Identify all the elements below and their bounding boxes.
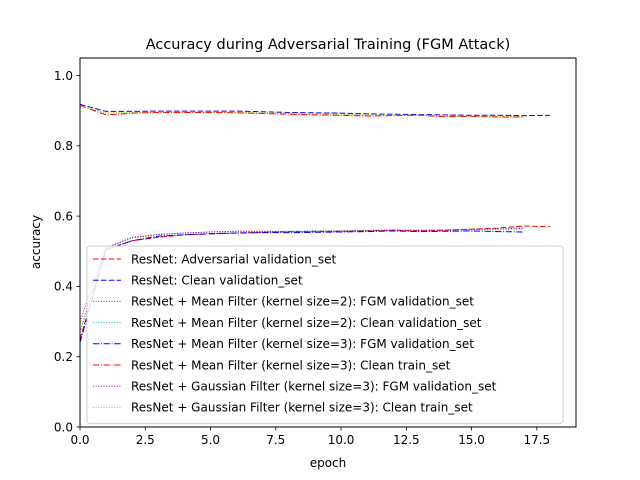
legend-label-5: ResNet + Mean Filter (kernel size=3): FG… xyxy=(131,337,474,351)
y-axis: 0.0 0.2 0.4 0.6 0.8 1.0 xyxy=(54,69,80,434)
y-tick-label: 0.6 xyxy=(54,209,73,223)
x-tick-label: 5.0 xyxy=(201,433,220,447)
legend-label-3: ResNet + Mean Filter (kernel size=2): FG… xyxy=(131,295,474,309)
y-tick-label: 0.8 xyxy=(54,139,73,153)
legend-label-6: ResNet + Mean Filter (kernel size=3): Cl… xyxy=(131,358,451,372)
x-tick-label: 10.0 xyxy=(328,433,355,447)
y-tick-label: 0.0 xyxy=(54,420,73,434)
x-axis: 0.0 2.5 5.0 7.5 10.0 12.5 15.0 17.5 xyxy=(70,427,550,447)
legend-label-8: ResNet + Gaussian Filter (kernel size=3)… xyxy=(131,401,473,415)
legend: ResNet: Adversarial validation_set ResNet… xyxy=(86,245,564,425)
series-line-6 xyxy=(79,104,524,118)
y-tick-label: 0.2 xyxy=(54,350,73,364)
x-tick-label: 7.5 xyxy=(266,433,285,447)
series-line-8 xyxy=(79,104,524,117)
legend-box xyxy=(86,245,564,425)
x-axis-label: epoch xyxy=(310,456,347,470)
x-tick-label: 15.0 xyxy=(458,433,485,447)
series-line-7 xyxy=(79,228,524,322)
x-tick-label: 12.5 xyxy=(393,433,420,447)
legend-label-7: ResNet + Gaussian Filter (kernel size=3)… xyxy=(131,380,497,394)
series-line-2 xyxy=(79,103,550,117)
y-axis-label: accuracy xyxy=(29,215,43,269)
x-tick-label: 17.5 xyxy=(523,433,550,447)
x-tick-label: 2.5 xyxy=(136,433,155,447)
chart-title: Accuracy during Adversarial Training (FG… xyxy=(146,37,511,53)
series-line-5 xyxy=(79,230,524,343)
series-layer xyxy=(79,103,550,343)
x-tick-label: 0.0 xyxy=(70,433,89,447)
legend-label-1: ResNet: Adversarial validation_set xyxy=(131,252,336,266)
y-tick-label: 1.0 xyxy=(54,69,73,83)
legend-label-4: ResNet + Mean Filter (kernel size=2): Cl… xyxy=(131,316,482,330)
plot-frame xyxy=(79,57,577,428)
legend-label-2: ResNet: Clean validation_set xyxy=(131,274,303,288)
y-tick-label: 0.4 xyxy=(54,280,73,294)
